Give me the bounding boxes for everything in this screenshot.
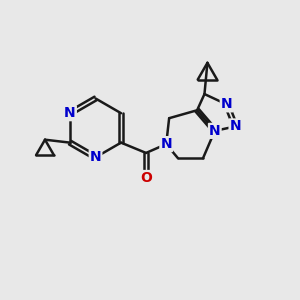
Text: N: N bbox=[64, 106, 76, 120]
Text: N: N bbox=[160, 137, 172, 151]
Text: N: N bbox=[230, 119, 241, 134]
Text: N: N bbox=[90, 150, 101, 164]
Text: O: O bbox=[140, 171, 152, 185]
Text: N: N bbox=[209, 124, 220, 138]
Text: N: N bbox=[221, 98, 232, 111]
